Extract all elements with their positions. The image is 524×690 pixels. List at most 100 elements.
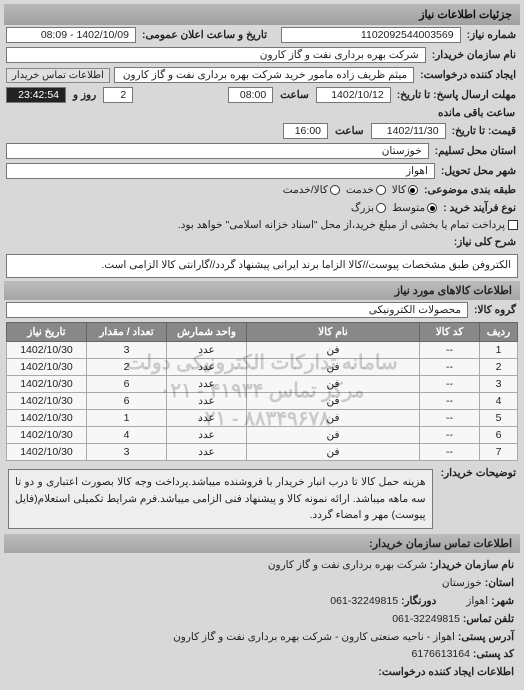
buytype-opt-0-label: متوسط xyxy=(392,202,425,214)
packaging-opt-1-label: خدمت xyxy=(346,184,374,196)
table-cell: عدد xyxy=(167,443,247,460)
buytype-opt-1-label: بزرگ xyxy=(351,202,374,214)
buytype-label: نوع فرآیند خرید : xyxy=(441,201,518,215)
c-creator2-label: اطلاعات ایجاد کننده درخواست: xyxy=(378,666,514,678)
buytype-opt-1[interactable]: بزرگ xyxy=(351,202,386,214)
table-cell: 1 xyxy=(87,409,167,426)
goods-section-title: اطلاعات کالاهای مورد نیاز xyxy=(4,281,520,300)
col-name: نام کالا xyxy=(247,322,420,341)
goods-table: ردیف کد کالا نام کالا واحد شمارش تعداد /… xyxy=(6,322,518,461)
contact-buyer-button[interactable]: اطلاعات تماس خریدار xyxy=(6,68,110,83)
c-province-val: خوزستان xyxy=(442,577,482,589)
creator-value: میثم ظریف زاده مامور خرید شرکت بهره بردا… xyxy=(114,67,414,83)
table-row: 2--فنعدد21402/10/30 xyxy=(7,358,518,375)
table-cell: عدد xyxy=(167,426,247,443)
table-cell: -- xyxy=(420,426,480,443)
price-time: 16:00 xyxy=(283,123,328,139)
send-date: 1402/10/12 xyxy=(316,87,391,103)
need-desc-label: شرح کلی نیاز: xyxy=(452,235,518,249)
table-cell: 7 xyxy=(480,443,518,460)
treasury-check[interactable]: پرداخت تمام یا بخشی از مبلغ خرید،از محل … xyxy=(178,219,518,231)
table-cell: 3 xyxy=(87,443,167,460)
table-cell: 1 xyxy=(480,341,518,358)
group-label: گروه کالا: xyxy=(472,303,518,317)
table-cell: 6 xyxy=(87,375,167,392)
buytype-opt-0[interactable]: متوسط xyxy=(392,202,437,214)
packaging-opt-0-label: کالا xyxy=(392,184,406,196)
c-postal-val: اهواز - ناحیه صنعتی کارون - شرکت بهره بر… xyxy=(173,631,455,643)
col-date: تاریخ نیاز xyxy=(7,322,87,341)
contact-section-title: اطلاعات تماس سازمان خریدار: xyxy=(4,534,520,553)
table-row: 7--فنعدد31402/10/30 xyxy=(7,443,518,460)
city-label: شهر محل تحویل: xyxy=(439,164,518,178)
table-cell: -- xyxy=(420,341,480,358)
table-cell: عدد xyxy=(167,358,247,375)
price-time-label: ساعت xyxy=(332,125,367,137)
c-phone-val: 32249815-061 xyxy=(392,613,460,625)
table-row: 1--فنعدد31402/10/30 xyxy=(7,341,518,358)
table-cell: 1402/10/30 xyxy=(7,375,87,392)
announce-value: 1402/10/09 - 08:09 xyxy=(6,27,136,43)
col-row: ردیف xyxy=(480,322,518,341)
remain-time: 23:42:54 xyxy=(6,87,66,103)
col-code: کد کالا xyxy=(420,322,480,341)
send-time-label: ساعت xyxy=(277,89,312,101)
send-time: 08:00 xyxy=(228,87,273,103)
c-postal-label: آدرس پستی: xyxy=(458,631,514,643)
table-cell: فن xyxy=(247,409,420,426)
table-cell: عدد xyxy=(167,409,247,426)
table-cell: فن xyxy=(247,341,420,358)
panel-title: جزئیات اطلاعات نیاز xyxy=(4,4,520,25)
packaging-opt-2[interactable]: کالا/خدمت xyxy=(283,184,340,196)
table-row: 5--فنعدد11402/10/30 xyxy=(7,409,518,426)
packaging-opt-2-label: کالا/خدمت xyxy=(283,184,328,196)
c-org-val: شرکت بهره برداری نفت و گاز کارون xyxy=(268,559,427,571)
table-cell: 1402/10/30 xyxy=(7,426,87,443)
remain-days-label: روز و xyxy=(70,89,99,101)
buyer-label: نام سازمان خریدار: xyxy=(430,48,518,62)
c-fax-label: دورنگار: xyxy=(401,595,436,607)
remain-time-label: ساعت باقی مانده xyxy=(435,107,518,119)
remain-days: 2 xyxy=(103,87,133,103)
price-deadline-label: قیمت: تا تاریخ: xyxy=(450,124,518,138)
price-date: 1402/11/30 xyxy=(371,123,446,139)
table-cell: 2 xyxy=(480,358,518,375)
table-cell: فن xyxy=(247,443,420,460)
table-cell: 1402/10/30 xyxy=(7,409,87,426)
table-cell: فن xyxy=(247,392,420,409)
treasury-check-label: پرداخت تمام یا بخشی از مبلغ خرید،از محل … xyxy=(178,219,505,231)
table-cell: -- xyxy=(420,375,480,392)
note-label: توضیحات خریدار: xyxy=(439,466,518,480)
table-cell: 6 xyxy=(480,426,518,443)
table-cell: 3 xyxy=(480,375,518,392)
table-cell: 3 xyxy=(87,341,167,358)
c-zip-val: 6176613164 xyxy=(412,648,470,660)
table-cell: -- xyxy=(420,409,480,426)
buyer-value: شرکت بهره برداری نفت و گاز کارون xyxy=(6,47,426,63)
c-org-label: نام سازمان خریدار: xyxy=(430,559,514,571)
table-cell: 4 xyxy=(480,392,518,409)
table-header-row: ردیف کد کالا نام کالا واحد شمارش تعداد /… xyxy=(7,322,518,341)
req-no-value: 1102092544003569 xyxy=(281,27,461,43)
table-cell: عدد xyxy=(167,341,247,358)
table-row: 4--فنعدد61402/10/30 xyxy=(7,392,518,409)
table-cell: عدد xyxy=(167,375,247,392)
need-desc-text: الکتروفن طبق مشخصات پیوست//کالا الزاما ب… xyxy=(6,254,518,278)
table-cell: 1402/10/30 xyxy=(7,358,87,375)
packaging-opt-0[interactable]: کالا xyxy=(392,184,418,196)
packaging-opt-1[interactable]: خدمت xyxy=(346,184,386,196)
note-text: هزینه حمل کالا تا درب انبار خریدار با فر… xyxy=(8,469,433,529)
table-cell: 4 xyxy=(87,426,167,443)
col-unit: واحد شمارش xyxy=(167,322,247,341)
packaging-radio-group: کالا خدمت کالا/خدمت xyxy=(283,184,418,196)
table-cell: 1402/10/30 xyxy=(7,443,87,460)
province-value: خوزستان xyxy=(6,143,429,159)
c-zip-label: کد پستی: xyxy=(473,648,514,660)
c-fax-val: 32249815-061 xyxy=(330,595,398,607)
group-value: محصولات الکترونیکی xyxy=(6,302,468,318)
table-cell: فن xyxy=(247,426,420,443)
table-cell: -- xyxy=(420,443,480,460)
send-deadline-label: مهلت ارسال پاسخ: تا تاریخ: xyxy=(395,88,518,102)
packaging-label: طبقه بندی موضوعی: xyxy=(422,183,518,197)
table-cell: 1402/10/30 xyxy=(7,341,87,358)
